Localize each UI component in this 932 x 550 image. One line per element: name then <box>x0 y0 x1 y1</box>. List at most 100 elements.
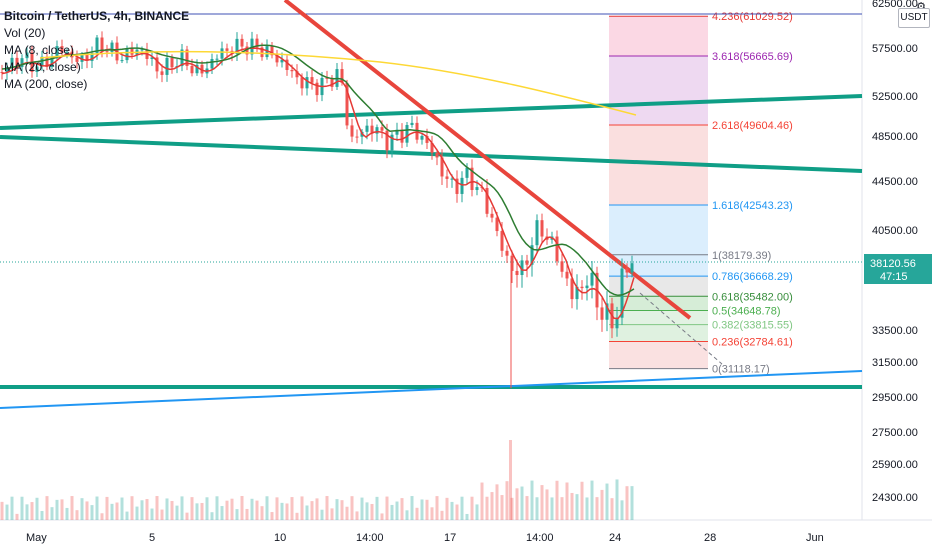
candle-body <box>485 187 489 214</box>
volume-bar <box>265 496 269 520</box>
candle-body <box>435 152 439 158</box>
candle-body <box>460 177 464 194</box>
candle-body <box>55 46 59 57</box>
volume-bar <box>420 499 424 520</box>
volume-bar <box>450 501 454 520</box>
candle-body <box>620 268 624 318</box>
candle-body <box>160 71 164 75</box>
volume-bar <box>190 497 194 520</box>
volume-bar <box>10 496 14 520</box>
fib-level-label: 0.236(32784.61) <box>712 336 793 348</box>
volume-bar <box>620 500 624 520</box>
volume-bar <box>80 498 84 520</box>
volume-bar <box>580 481 584 520</box>
volume-bar <box>340 500 344 520</box>
price-tick-label: 57500.00 <box>872 43 918 55</box>
time-tick-label: Jun <box>806 532 824 544</box>
price-tick-label: 31500.00 <box>872 357 918 369</box>
volume-bar <box>355 511 359 520</box>
volume-bar <box>330 508 334 520</box>
candle-body <box>130 48 134 55</box>
volume-bar <box>135 506 139 520</box>
volume-bar <box>550 497 554 520</box>
candle-body <box>425 135 429 143</box>
volume-bar <box>600 489 604 520</box>
volume-bar <box>260 506 264 520</box>
candle-body <box>245 46 249 55</box>
fib-zone <box>609 324 708 342</box>
candle-body <box>570 278 574 300</box>
volume-bar <box>195 503 199 520</box>
ma20-line <box>1 44 635 297</box>
volume-bar <box>605 483 609 520</box>
volume-bar <box>490 492 494 520</box>
volume-bar <box>575 494 579 520</box>
candle-body <box>355 136 359 138</box>
candle-body <box>420 135 424 140</box>
currency-label[interactable]: USDT <box>898 8 930 28</box>
candle-body <box>340 69 344 83</box>
candle-body <box>445 176 449 179</box>
volume-bar <box>610 498 614 520</box>
fib-zone <box>609 296 708 311</box>
legend-ma8[interactable]: MA (8, close) <box>4 43 75 57</box>
volume-bar <box>375 496 379 520</box>
volume-bar <box>315 498 319 520</box>
candle-body <box>80 54 84 62</box>
volume-bar <box>585 497 589 520</box>
volume-bar <box>445 497 449 520</box>
volume-bar <box>590 480 594 520</box>
candle-body <box>170 57 174 68</box>
candle-body <box>240 38 244 47</box>
volume-bar <box>555 480 559 520</box>
volume-bar <box>45 496 49 520</box>
volume-bar <box>250 498 254 520</box>
volume-bar <box>245 508 249 520</box>
volume-bar <box>85 501 89 520</box>
price-tick-label: 33500.00 <box>872 325 918 337</box>
fib-level-label: 0.5(34648.78) <box>712 305 781 317</box>
volume-bar <box>520 486 524 520</box>
gear-icon[interactable]: ⚙ <box>916 1 926 13</box>
candle-body <box>465 167 469 178</box>
volume-bar <box>415 507 419 520</box>
volume-bar <box>395 501 399 520</box>
candle-body <box>560 261 564 272</box>
volume-bar <box>30 502 34 520</box>
candle-body <box>410 122 414 126</box>
candle-body <box>15 57 19 67</box>
volume-bar <box>430 507 434 520</box>
candle-body <box>105 51 109 53</box>
volume-bar <box>485 496 489 520</box>
volume-bar <box>165 498 169 520</box>
candle-body <box>565 271 569 279</box>
legend-ma200[interactable]: MA (200, close) <box>4 77 88 91</box>
volume-bar <box>380 513 384 520</box>
volume-bar <box>25 504 29 520</box>
price-tick-label: 27500.00 <box>872 427 918 439</box>
volume-bar <box>405 510 409 520</box>
candle-body <box>90 53 94 61</box>
candle-body <box>440 157 444 177</box>
volume-bar <box>300 496 304 520</box>
volume-bar <box>115 502 119 520</box>
volume-bar <box>55 499 59 520</box>
candle-body <box>300 77 304 89</box>
volume-bar <box>15 513 19 520</box>
volume-bar <box>560 497 564 520</box>
volume-bar <box>500 495 504 520</box>
legend: Bitcoin / TetherUS, 4h, BINANCE Vol (20)… <box>4 8 189 93</box>
candle-body <box>125 48 129 61</box>
candle-body <box>65 51 69 53</box>
legend-ma20[interactable]: MA (20, close) <box>4 60 81 74</box>
volume-bar <box>310 501 314 520</box>
candle-body <box>0 72 4 74</box>
volume-bar <box>210 512 214 520</box>
candle-body <box>455 178 459 194</box>
candle-body <box>60 46 64 53</box>
candle-body <box>625 268 629 273</box>
legend-vol[interactable]: Vol (20) <box>4 26 46 40</box>
volume-bar <box>220 506 224 520</box>
